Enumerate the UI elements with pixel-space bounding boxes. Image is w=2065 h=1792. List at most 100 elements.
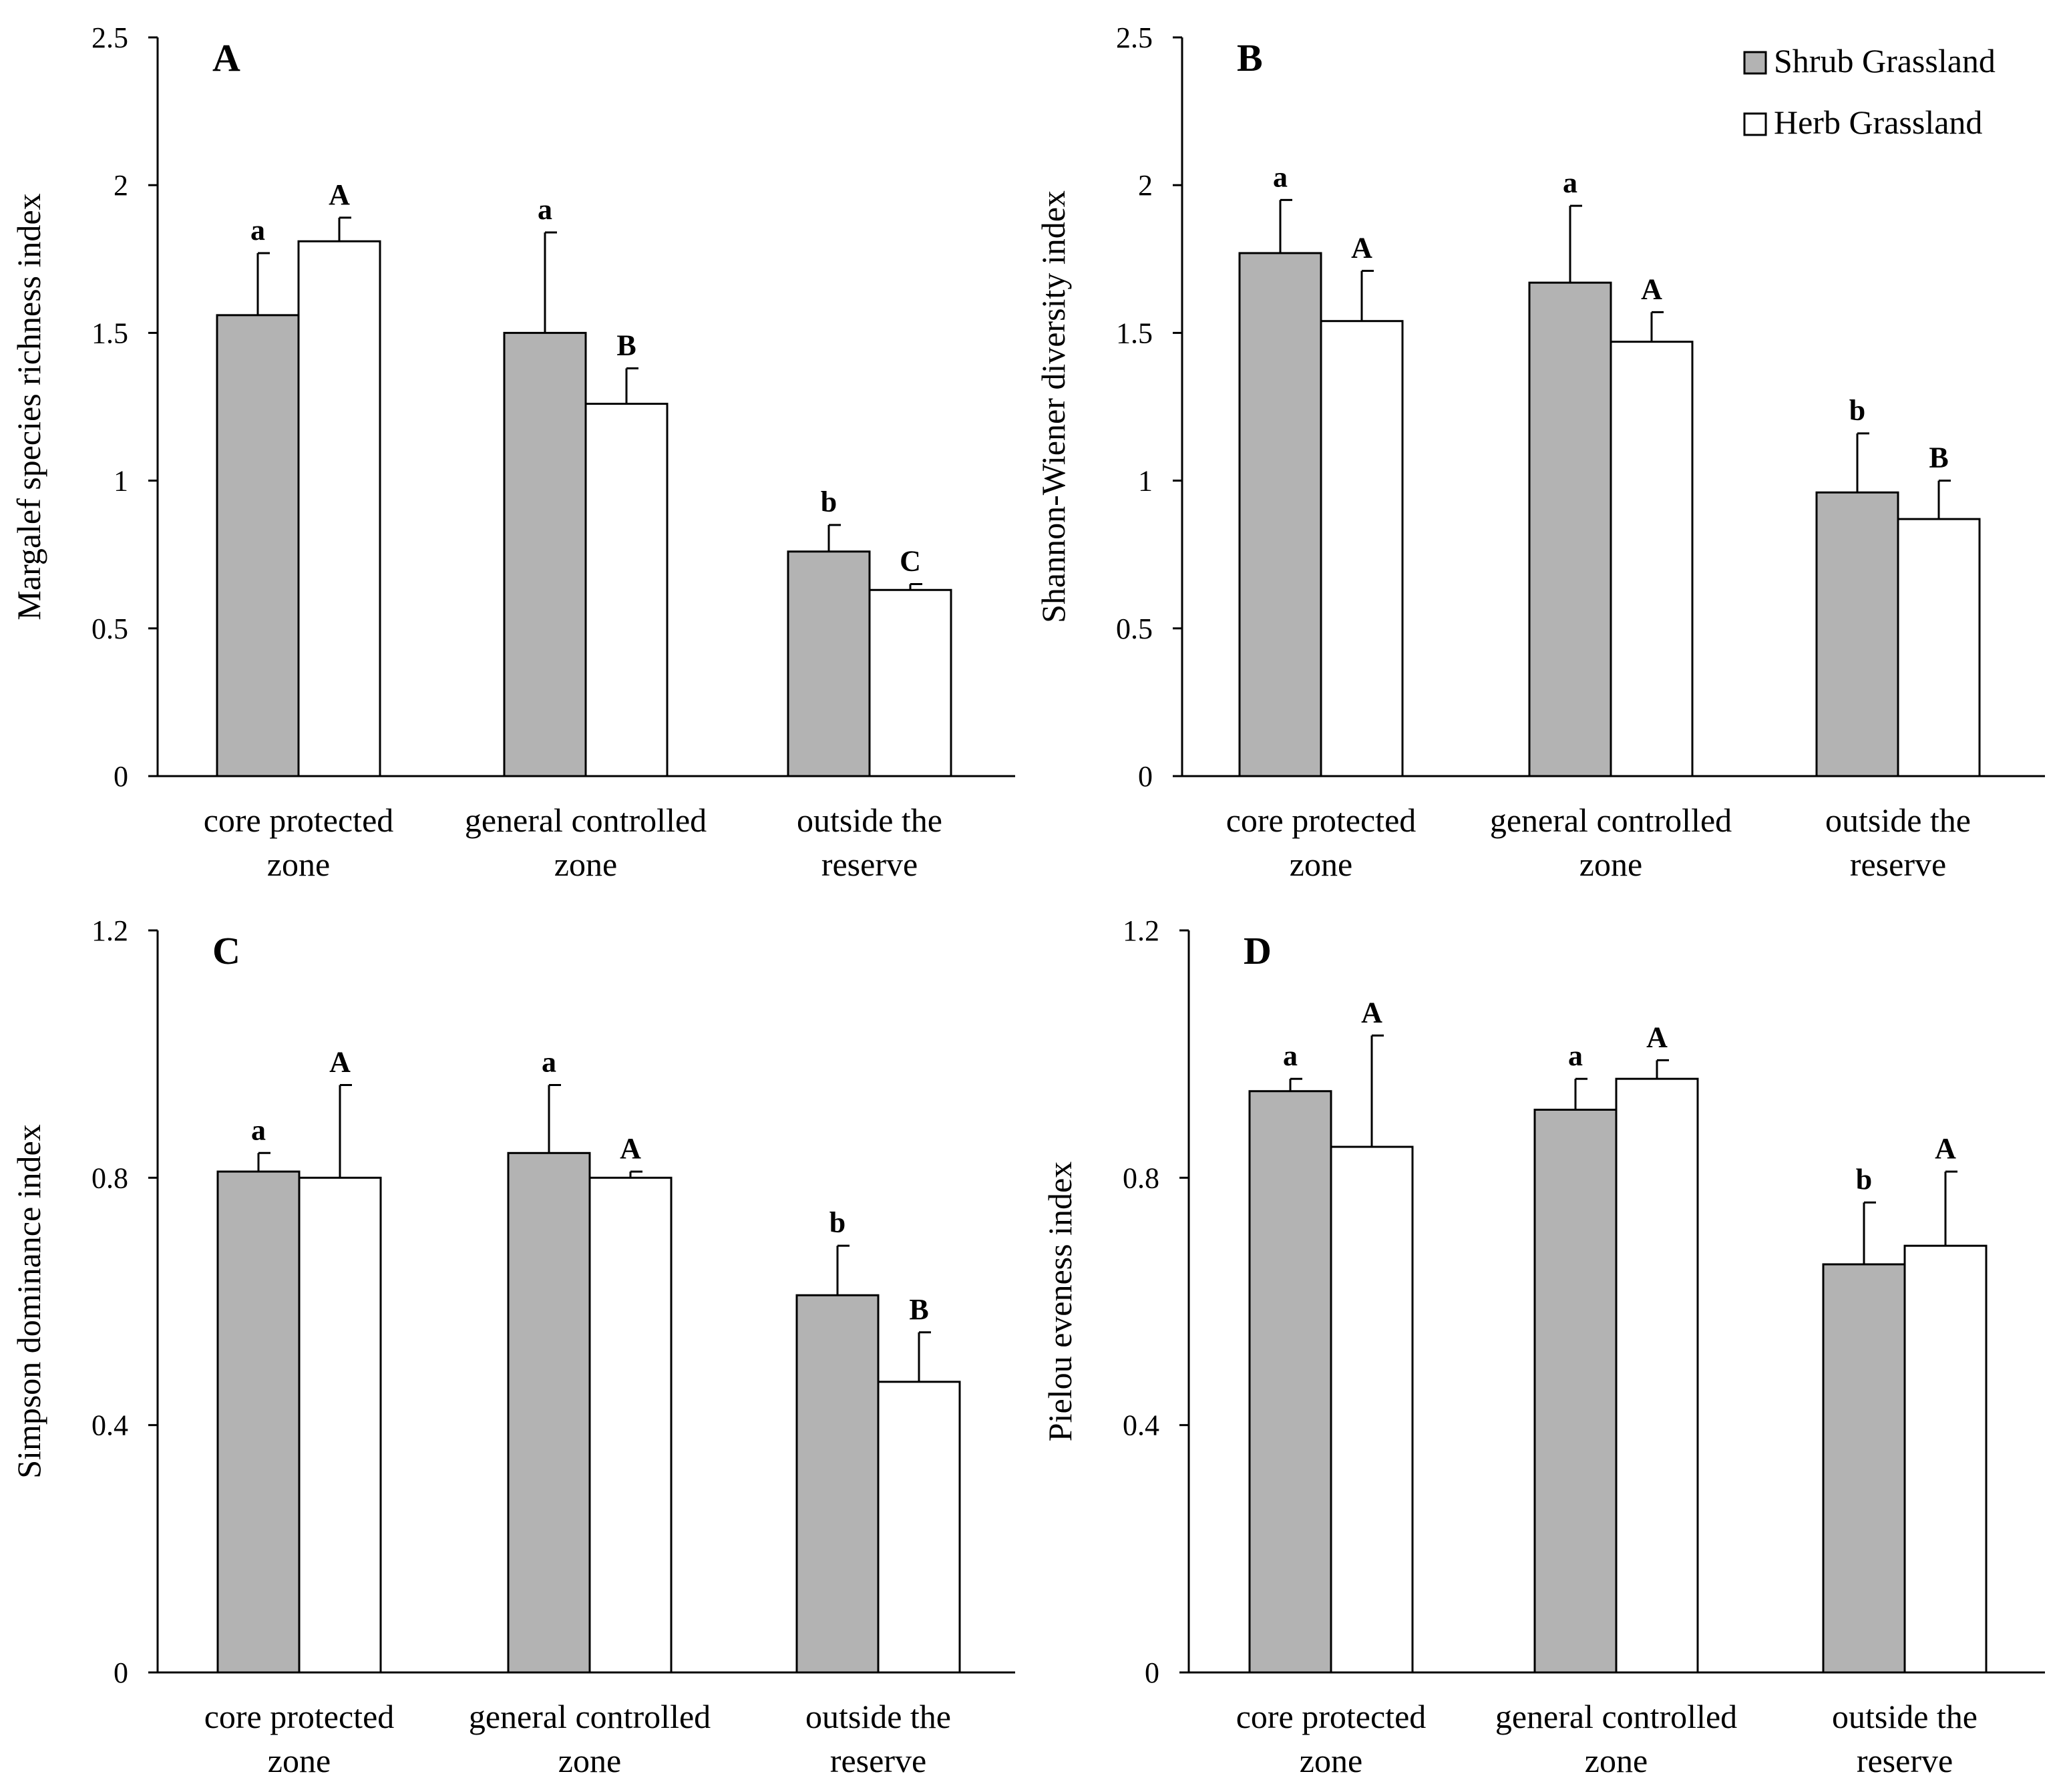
y-tick-label: 1.2 <box>91 914 128 947</box>
y-tick-label: 2.5 <box>91 21 128 54</box>
x-tick-label: zone <box>558 1742 621 1779</box>
significance-letter: a <box>1568 1039 1583 1072</box>
x-tick-label: reserve <box>1850 846 1946 883</box>
x-tick-label: zone <box>1300 1742 1362 1779</box>
bar <box>298 1176 382 1674</box>
y-tick-label: 2 <box>114 169 128 202</box>
y-axis-title: Shannon-Wiener diversity index <box>1035 190 1072 623</box>
legend-label: Herb Grassland <box>1774 104 1982 141</box>
significance-letter: A <box>1935 1132 1956 1165</box>
y-tick-label: 2 <box>1138 169 1153 202</box>
significance-letter: A <box>1641 273 1662 305</box>
y-tick-label: 0 <box>1145 1656 1159 1689</box>
y-tick-label: 2.5 <box>1116 21 1153 54</box>
bar <box>795 1294 880 1674</box>
significance-letter: b <box>1849 394 1865 427</box>
x-tick-label: core protected <box>204 1698 395 1735</box>
panel-b: 0 0.5 1 1.5 2 2.5 Shannon-Wiener diversity ind… <box>1035 21 2045 883</box>
legend-swatch-shrub <box>1743 51 1767 75</box>
bar <box>1238 252 1322 777</box>
bar <box>507 1151 591 1674</box>
x-tick-label: core protected <box>1236 1698 1427 1735</box>
bar <box>1615 1077 1699 1674</box>
x-tick-label: general controlled <box>469 1698 711 1735</box>
y-tick-label: 1.5 <box>91 317 128 349</box>
bar <box>1815 491 1899 777</box>
x-tick-label: zone <box>1585 1742 1648 1779</box>
bar <box>216 1170 301 1674</box>
bar <box>877 1381 961 1674</box>
x-tick-label: core protected <box>204 801 394 839</box>
bar <box>1897 518 1981 777</box>
bar <box>868 588 952 777</box>
legend-label: Shrub Grassland <box>1774 42 1996 79</box>
significance-letter: A <box>1361 996 1382 1029</box>
x-tick-label: zone <box>1579 846 1642 883</box>
panel-label: A <box>212 36 240 79</box>
bar <box>1528 281 1612 777</box>
y-tick-label: 0.4 <box>91 1409 128 1442</box>
x-tick-label: outside the <box>797 801 942 839</box>
significance-letter: a <box>542 1045 556 1078</box>
x-tick-label: general controlled <box>1495 1698 1737 1735</box>
y-tick-label: 0.8 <box>1123 1161 1159 1194</box>
y-tick-label: 0 <box>114 1656 128 1689</box>
bar <box>1610 341 1694 777</box>
y-tick-label: 0.8 <box>91 1161 128 1194</box>
y-tick-label: 1.5 <box>1116 317 1153 349</box>
x-tick-label: outside the <box>1825 801 1971 839</box>
significance-letter: a <box>1273 160 1288 193</box>
panel-label: B <box>1237 36 1263 79</box>
significance-letter: a <box>1563 166 1577 199</box>
significance-letter: B <box>1929 441 1948 474</box>
bar <box>1903 1244 1988 1674</box>
y-tick-label: 1 <box>1138 465 1153 498</box>
x-tick-label: general controlled <box>1490 801 1732 839</box>
bar <box>1248 1090 1332 1674</box>
legend: Shrub Grassland Herb Grassland <box>1743 42 1996 141</box>
bar <box>1822 1263 1906 1674</box>
bar <box>503 331 587 777</box>
panel-a: 0 0.5 1 1.5 2 2.5 Margalef species richness in… <box>10 21 1015 883</box>
y-axis-title: Pielou eveness index <box>1041 1161 1079 1441</box>
bar <box>216 314 300 777</box>
y-axis-title: Margalef species richness index <box>10 193 47 620</box>
bar <box>787 550 871 777</box>
bar <box>297 240 381 777</box>
significance-letter: b <box>829 1206 846 1239</box>
x-tick-label: zone <box>268 1742 331 1779</box>
y-axis-title: Simpson dominance index <box>10 1124 47 1479</box>
y-tick-label: 0.5 <box>91 612 128 645</box>
x-tick-label: reserve <box>830 1742 926 1779</box>
significance-letter: b <box>1856 1163 1872 1196</box>
significance-letter: a <box>251 1113 266 1146</box>
x-tick-label: core protected <box>1226 801 1417 839</box>
bar <box>588 1176 673 1674</box>
significance-letter: b <box>821 486 837 518</box>
y-tick-label: 0.4 <box>1123 1409 1159 1442</box>
x-tick-label: outside the <box>1832 1698 1978 1735</box>
significance-letter: A <box>329 178 350 211</box>
y-tick-label: 0 <box>1138 760 1153 793</box>
y-tick-label: 1.2 <box>1123 914 1159 947</box>
bar <box>1330 1145 1414 1674</box>
bar <box>1320 320 1404 777</box>
bar <box>584 403 669 777</box>
bar <box>1533 1108 1618 1674</box>
x-tick-label: zone <box>267 846 330 883</box>
x-tick-label: reserve <box>821 846 918 883</box>
panel-label: D <box>1244 929 1272 972</box>
significance-letter: a <box>250 214 265 246</box>
x-tick-label: zone <box>554 846 617 883</box>
y-tick-label: 0 <box>114 760 128 793</box>
significance-letter: A <box>329 1045 351 1078</box>
y-tick-label: 1 <box>114 465 128 498</box>
significance-letter: B <box>616 329 636 361</box>
significance-letter: A <box>1646 1021 1668 1053</box>
significance-letter: a <box>1283 1039 1298 1072</box>
significance-letter: C <box>900 544 921 577</box>
panel-label: C <box>212 929 240 972</box>
